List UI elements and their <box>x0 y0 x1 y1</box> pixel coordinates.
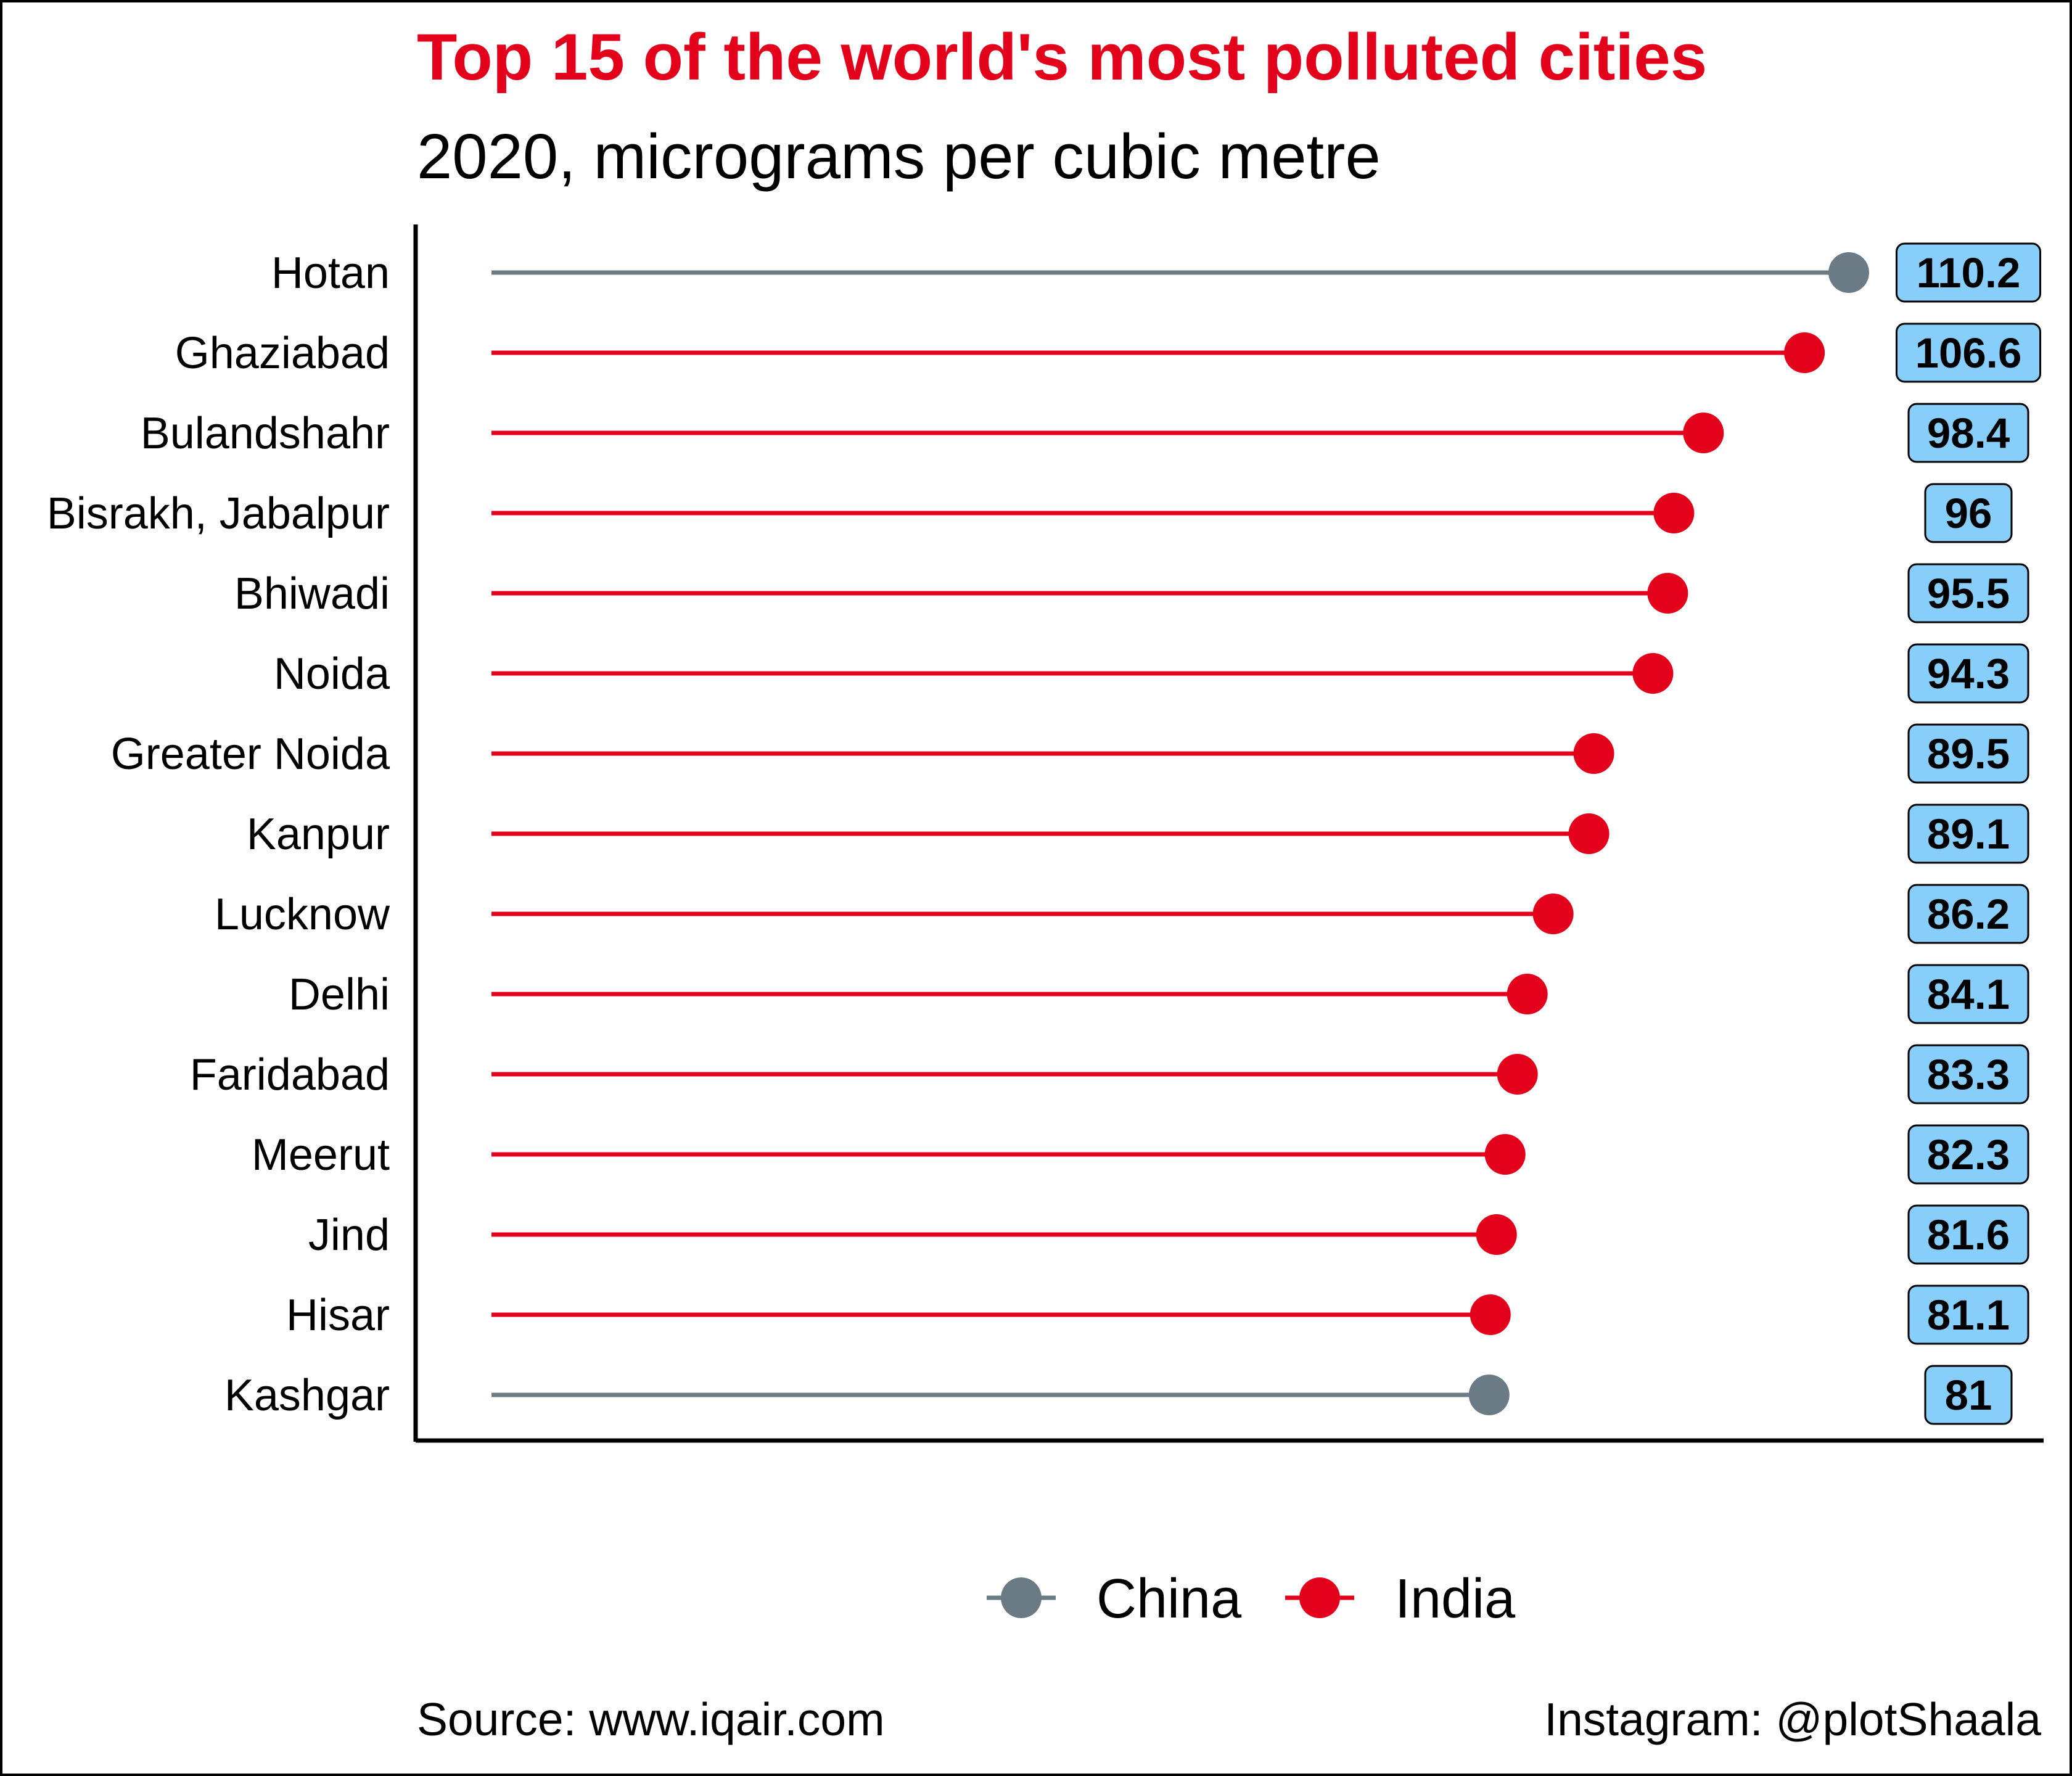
value-label-bhiwadi: 95.5 <box>1927 570 2010 617</box>
value-box-bulandshahr <box>1907 403 2029 463</box>
point-kashgar <box>1468 1375 1510 1415</box>
legend-key-point-china <box>1001 1577 1042 1618</box>
chart-legend: China India <box>987 1568 1516 1630</box>
value-box-greater-noida <box>1907 723 2029 784</box>
point-meerut <box>1484 1134 1526 1175</box>
value-label-bulandshahr: 98.4 <box>1927 409 2010 457</box>
point-hotan <box>1828 252 1869 293</box>
value-label-kashgar: 81 <box>1945 1371 1992 1419</box>
category-label-bhiwadi: Bhiwadi <box>234 569 390 619</box>
point-jind <box>1476 1214 1517 1255</box>
value-label-bisrakh-jabalpur: 96 <box>1945 490 1992 537</box>
point-kanpur <box>1568 813 1610 854</box>
value-box-hisar <box>1907 1285 2029 1345</box>
category-label-faridabad: Faridabad <box>190 1050 390 1100</box>
category-label-hisar: Hisar <box>286 1291 390 1340</box>
category-label-bisrakh-jabalpur: Bisrakh, Jabalpur <box>47 489 390 538</box>
point-bulandshahr <box>1683 413 1724 453</box>
value-label-delhi: 84.1 <box>1927 971 2010 1018</box>
category-label-lucknow: Lucknow <box>215 890 390 939</box>
value-label-greater-noida: 89.5 <box>1927 730 2010 778</box>
value-label-hisar: 81.1 <box>1927 1291 2010 1339</box>
category-label-bulandshahr: Bulandshahr <box>141 409 390 458</box>
value-box-bhiwadi <box>1907 563 2029 623</box>
value-label-meerut: 82.3 <box>1927 1131 2010 1178</box>
chart-title: Top 15 of the world's most polluted citi… <box>417 20 1707 94</box>
value-label-jind: 81.6 <box>1927 1211 2010 1259</box>
point-bhiwadi <box>1647 573 1688 614</box>
legend-label-india: India <box>1395 1568 1516 1630</box>
category-label-kanpur: Kanpur <box>247 810 390 859</box>
chart-subtitle: 2020, micrograms per cubic metre <box>417 121 1381 192</box>
source-note: Source: www.iqair.com <box>417 1693 885 1745</box>
value-box-bisrakh-jabalpur <box>1924 483 2013 543</box>
category-label-kashgar: Kashgar <box>224 1371 390 1420</box>
value-label-noida: 94.3 <box>1927 650 2010 697</box>
chart-marks: Hotan 110.2 Ghaziabad 106.6 Bulandshahr 98.4 B… <box>47 242 2041 1425</box>
value-box-kanpur <box>1907 804 2029 864</box>
point-lucknow <box>1532 894 1574 934</box>
category-label-noida: Noida <box>274 649 390 699</box>
point-faridabad <box>1497 1054 1538 1095</box>
point-noida <box>1632 653 1674 694</box>
value-label-hotan: 110.2 <box>1917 249 2021 297</box>
category-label-ghaziabad: Ghaziabad <box>175 329 390 378</box>
category-label-hotan: Hotan <box>271 249 390 298</box>
value-box-noida <box>1907 643 2029 704</box>
category-label-jind: Jind <box>308 1211 390 1260</box>
value-box-lucknow <box>1907 884 2029 944</box>
value-box-jind <box>1907 1204 2029 1265</box>
point-hisar <box>1470 1294 1511 1335</box>
value-box-hotan <box>1896 242 2041 303</box>
value-label-lucknow: 86.2 <box>1927 890 2010 938</box>
category-label-greater-noida: Greater Noida <box>111 730 390 779</box>
value-label-kanpur: 89.1 <box>1927 810 2010 858</box>
value-box-ghaziabad <box>1896 323 2041 383</box>
point-delhi <box>1507 974 1548 1014</box>
value-box-faridabad <box>1907 1044 2029 1104</box>
point-bisrakh-jabalpur <box>1653 493 1695 533</box>
category-label-meerut: Meerut <box>252 1130 390 1180</box>
category-label-delhi: Delhi <box>289 970 390 1019</box>
point-greater-noida <box>1573 733 1614 774</box>
value-box-delhi <box>1907 964 2029 1024</box>
value-box-meerut <box>1907 1124 2029 1185</box>
legend-key-point-india <box>1299 1577 1340 1618</box>
point-ghaziabad <box>1784 332 1825 373</box>
value-box-kashgar <box>1924 1365 2013 1425</box>
legend-label-china: China <box>1096 1568 1242 1630</box>
value-label-ghaziabad: 106.6 <box>1915 329 2022 377</box>
value-label-faridabad: 83.3 <box>1927 1051 2010 1098</box>
instagram-credit: Instagram: @plotShaala <box>1544 1693 2041 1745</box>
